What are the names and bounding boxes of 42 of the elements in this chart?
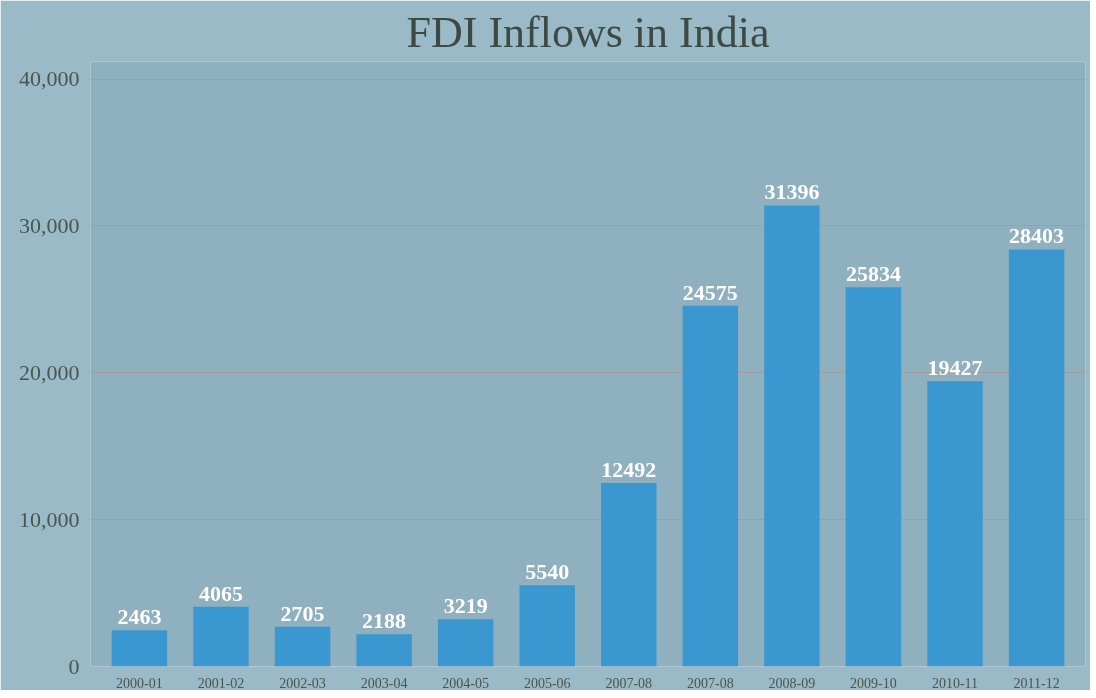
- data-label: 25834: [845, 261, 901, 287]
- x-tick-label: 2010-11: [931, 675, 979, 691]
- data-label: 3219: [443, 593, 488, 619]
- chart-title: FDI Inflows in India: [406, 7, 770, 57]
- x-tick-label: 2007-08: [605, 675, 653, 691]
- data-label: 2705: [280, 600, 325, 626]
- x-tick-label: 2007-08: [687, 675, 734, 691]
- bar: [274, 626, 331, 667]
- data-label: 2188: [362, 608, 407, 634]
- bar: [601, 483, 657, 667]
- y-tick-label: 10,000: [19, 506, 80, 532]
- data-label: 4065: [198, 580, 243, 606]
- data-label: 5540: [525, 559, 570, 585]
- data-label: 12492: [601, 457, 657, 483]
- data-label: 31396: [764, 179, 820, 205]
- x-tick-label: 2011-12: [1013, 675, 1060, 691]
- y-tick-label: 20,000: [19, 359, 80, 385]
- bar: [437, 619, 494, 667]
- x-tick-label: 2005-06: [523, 675, 571, 691]
- bar: [764, 205, 820, 667]
- x-tick-label: 2008-09: [768, 675, 816, 691]
- x-tick-label: 2009-10: [850, 675, 897, 691]
- bar: [111, 630, 168, 667]
- data-label: 24575: [682, 279, 738, 305]
- data-label: 2463: [117, 604, 162, 630]
- x-tick-label: 2003-04: [360, 675, 408, 691]
- data-label: 19427: [927, 355, 983, 381]
- x-tick-label: 2001-02: [197, 675, 245, 691]
- y-tick-label: 40,000: [19, 66, 80, 92]
- data-label: 28403: [1009, 223, 1065, 249]
- y-tick-label: 0: [68, 653, 80, 679]
- x-tick-label: 2002-03: [279, 675, 326, 691]
- y-tick-label: 30,000: [19, 212, 80, 238]
- bar: [682, 305, 739, 667]
- bar: [845, 287, 902, 667]
- bar: [356, 634, 412, 667]
- bar: [1008, 249, 1065, 667]
- x-tick-label: 2000-01: [116, 675, 163, 691]
- bar: [193, 606, 249, 667]
- bar: [927, 381, 983, 667]
- x-tick-label: 2004-05: [442, 675, 489, 691]
- bar: [519, 585, 575, 667]
